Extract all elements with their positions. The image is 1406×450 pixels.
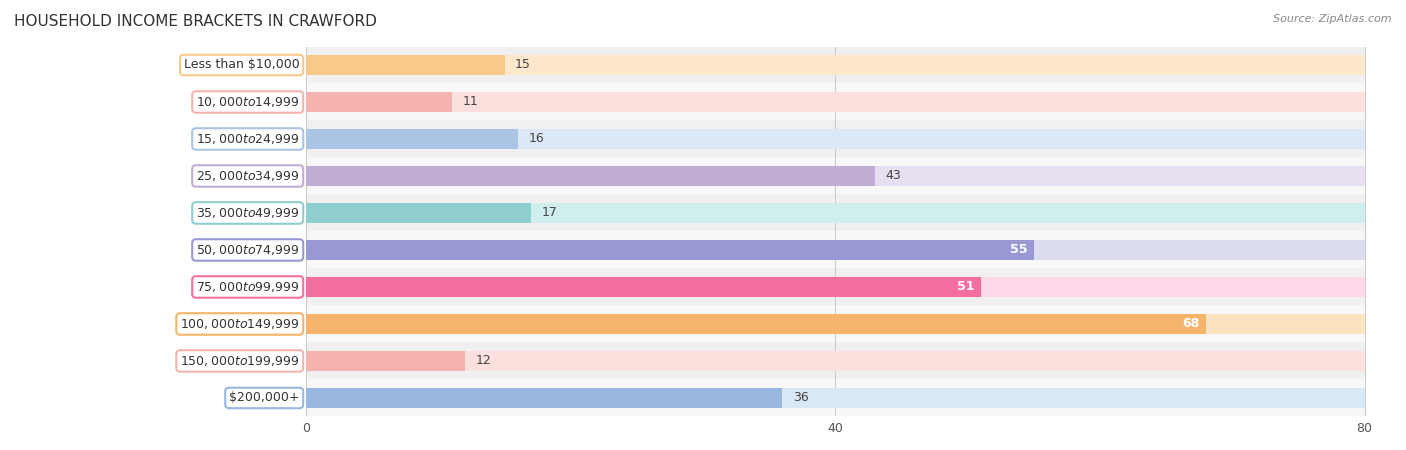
Bar (307, 55, 505, 75)
Bar (307, 379, 1365, 416)
Bar (307, 342, 1365, 379)
Bar (307, 314, 1365, 334)
Bar (307, 203, 1365, 223)
Text: 15: 15 (515, 58, 531, 72)
Text: $100,000 to $149,999: $100,000 to $149,999 (180, 317, 299, 331)
Bar (307, 351, 465, 371)
Text: $10,000 to $14,999: $10,000 to $14,999 (195, 95, 299, 109)
Bar (307, 269, 1365, 306)
Bar (307, 306, 1365, 342)
Bar (307, 166, 875, 186)
Bar (307, 351, 1365, 371)
Text: $50,000 to $74,999: $50,000 to $74,999 (195, 243, 299, 257)
Bar (307, 158, 1365, 194)
Bar (307, 203, 531, 223)
Text: $15,000 to $24,999: $15,000 to $24,999 (195, 132, 299, 146)
Text: HOUSEHOLD INCOME BRACKETS IN CRAWFORD: HOUSEHOLD INCOME BRACKETS IN CRAWFORD (14, 14, 377, 28)
Bar (307, 277, 1365, 297)
Bar (307, 55, 1365, 75)
Text: $200,000+: $200,000+ (229, 392, 299, 405)
Bar (307, 166, 1365, 186)
Bar (307, 194, 1365, 231)
Text: 12: 12 (475, 355, 491, 368)
Text: Source: ZipAtlas.com: Source: ZipAtlas.com (1274, 14, 1392, 23)
Bar (307, 277, 981, 297)
Text: $25,000 to $34,999: $25,000 to $34,999 (195, 169, 299, 183)
Text: 16: 16 (529, 132, 544, 145)
Bar (307, 84, 1365, 121)
Text: 55: 55 (1010, 243, 1028, 256)
Bar (307, 240, 1365, 260)
Bar (307, 92, 451, 112)
Text: 68: 68 (1182, 317, 1199, 330)
Text: 43: 43 (886, 170, 901, 183)
Bar (307, 231, 1365, 269)
Bar (307, 129, 517, 149)
Bar (307, 121, 1365, 158)
Text: $75,000 to $99,999: $75,000 to $99,999 (195, 280, 299, 294)
Bar (307, 92, 1365, 112)
Bar (307, 314, 1206, 334)
Bar (307, 240, 1033, 260)
Bar (307, 388, 1365, 408)
Text: Less than $10,000: Less than $10,000 (184, 58, 299, 72)
Text: $150,000 to $199,999: $150,000 to $199,999 (180, 354, 299, 368)
Text: 17: 17 (541, 207, 557, 220)
Text: 51: 51 (956, 280, 974, 293)
Text: $35,000 to $49,999: $35,000 to $49,999 (195, 206, 299, 220)
Bar (307, 129, 1365, 149)
Text: 11: 11 (463, 95, 478, 108)
Bar (307, 388, 782, 408)
Bar (307, 46, 1365, 84)
Text: 36: 36 (793, 392, 808, 405)
